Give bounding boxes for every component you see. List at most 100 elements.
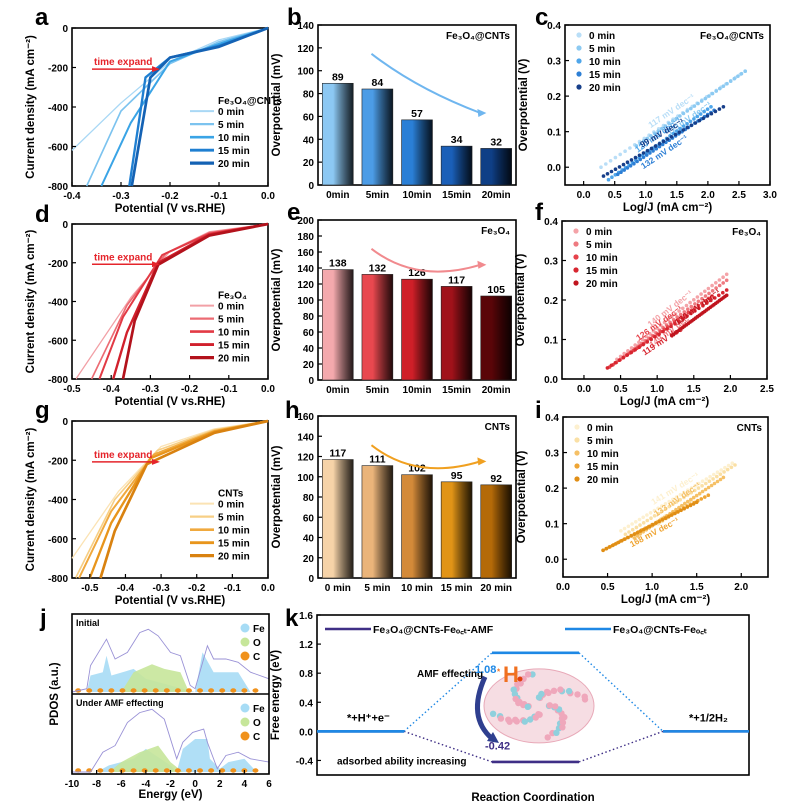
panel-c-point — [685, 109, 689, 113]
panel-c-point — [660, 142, 665, 147]
panel-i-point — [700, 484, 704, 488]
panel-a-ytick-label: 0 — [62, 24, 68, 35]
panel-h-trend-arrow-head — [477, 457, 487, 466]
panel-j-c-area — [241, 688, 248, 693]
panel-i-point — [715, 474, 719, 479]
panel-f-legend-marker — [573, 241, 579, 247]
panel-b-xtick-label: 20min — [482, 190, 511, 201]
panel-k-legend-label: Fe₃O₄@CNTs-Feₒ꜀ₜ — [613, 624, 707, 636]
panel-d-legend-label: 20 min — [218, 354, 250, 365]
panel-j-xtick-label: -6 — [117, 779, 126, 790]
panel-k-annotation-amf: AMF effecting — [417, 669, 483, 680]
panel-i-ytick-label: 0.1 — [545, 520, 559, 531]
panel-f-point — [678, 312, 683, 317]
panel-k-h-star: * — [497, 668, 501, 677]
panel-i-ytick-label: 0.0 — [545, 555, 559, 566]
panel-i-point — [709, 483, 714, 488]
panel-f-point — [681, 306, 685, 311]
panel-a-xlabel: Potential (V vs.RHE) — [115, 203, 226, 215]
panel-a-curve-5-min — [85, 27, 269, 187]
panel-f-point — [693, 302, 697, 306]
panel-j-subpanel-label: Initial — [76, 618, 100, 628]
panel-c-ytick-label: 0.0 — [547, 163, 561, 174]
panel-c-point — [623, 149, 627, 153]
panel-k-amf-arrow — [474, 675, 494, 741]
panel-a-xtick-label: 0.0 — [261, 191, 275, 202]
panel-d-legend-title: Fe₃O₄ — [218, 291, 247, 302]
panel-h-ytick-label: 160 — [297, 412, 314, 423]
panel-g-legend-title: CNTs — [218, 489, 244, 500]
panel-j-c-area — [197, 768, 204, 773]
panel-f-point — [689, 308, 694, 313]
atom — [544, 734, 551, 741]
panel-i-point — [635, 530, 640, 535]
panel-b-ytick-label: 120 — [297, 44, 314, 55]
panel-i-point — [703, 487, 708, 492]
panel-g-ytick-label: -200 — [48, 456, 68, 467]
panel-c-point — [702, 109, 706, 114]
panel-i-title: CNTs — [737, 423, 763, 434]
panel-c-point — [695, 114, 700, 119]
molecule-shell — [483, 668, 595, 744]
panel-k-ytick-label: 0.0 — [299, 727, 313, 738]
panel-c-xlabel: Log/J (mA cm⁻²) — [623, 202, 713, 214]
panel-f-point — [629, 350, 634, 355]
panel-c-title: Fe₃O₄@CNTs — [700, 31, 764, 42]
panel-e-ytick-label: 180 — [297, 232, 314, 243]
panel-c-point — [661, 139, 666, 144]
atom — [510, 686, 517, 693]
panel-f-legend-marker — [573, 228, 579, 234]
panel-a-ylabel: Current density (mA cm⁻²) — [25, 35, 37, 179]
panel-i-point — [667, 499, 671, 504]
panel-k-molecule-illustration — [483, 668, 595, 744]
panel-c-point — [653, 144, 658, 148]
panel-e-ytick-label: 120 — [297, 280, 314, 291]
panel-c-point — [681, 128, 686, 132]
panel-h-ytick-label: 100 — [297, 473, 314, 484]
atom — [543, 688, 551, 696]
panel-e-ytick-label: 140 — [297, 264, 314, 275]
panel-d-ylabel: Current density (mA cm⁻²) — [25, 230, 37, 374]
panel-c-point — [601, 174, 606, 178]
panel-e-xtick-label: 0min — [326, 385, 349, 396]
panel-d-legend-label: 5 min — [218, 315, 244, 326]
atom — [506, 718, 513, 725]
panel-f-point — [710, 289, 715, 293]
panel-c-point — [718, 86, 722, 91]
panel-i-legend-marker — [574, 476, 580, 482]
panel-h-bar-value: 95 — [451, 470, 463, 482]
panel-j-c-area — [174, 688, 181, 693]
panel-k-connector — [578, 652, 664, 732]
panel-c-legend-marker — [576, 45, 582, 51]
panel-i-point — [626, 535, 630, 540]
panel-g-arrow-head — [152, 458, 160, 465]
panel-f-point — [653, 335, 657, 339]
panel-i-point — [708, 474, 712, 479]
panel-f-point — [629, 346, 634, 350]
panel-i-point — [641, 527, 646, 532]
panel-i-point — [656, 511, 661, 516]
panel-f-legend-marker — [573, 267, 579, 273]
panel-g-xtick-label: -0.3 — [152, 583, 170, 594]
panel-i-point — [616, 540, 621, 545]
panel-c-point — [649, 134, 653, 138]
panel-c-point — [710, 91, 715, 96]
panel-c-point — [628, 146, 632, 150]
panel-c-point — [621, 162, 626, 167]
panel-e-trend-arrow-head — [477, 260, 487, 269]
panel-c-point — [641, 139, 646, 143]
panel-f-point — [617, 358, 622, 363]
panel-f-point — [700, 296, 704, 301]
panel-d-legend-label: 0 min — [218, 302, 244, 313]
panel-i-point — [637, 517, 642, 522]
panel-i-point — [703, 495, 707, 499]
panel-i-point — [645, 513, 649, 517]
panel-i-point — [632, 532, 637, 537]
panel-f-xlabel: Log/J (mA cm⁻²) — [620, 396, 710, 408]
panel-i-point — [638, 523, 642, 527]
panel-letter-a: a — [35, 4, 49, 31]
panel-c-point — [657, 142, 662, 146]
panel-d-arrow-head — [152, 261, 160, 268]
panel-f-point — [701, 303, 705, 308]
panel-k-h-label: H — [503, 662, 519, 687]
